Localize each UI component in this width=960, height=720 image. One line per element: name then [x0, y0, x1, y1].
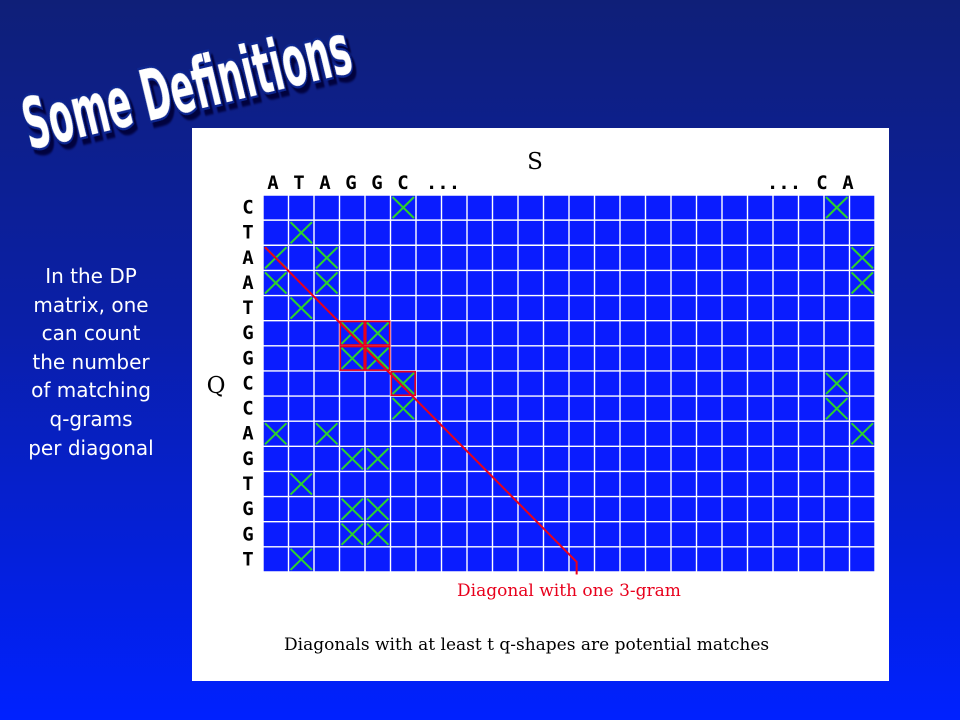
column-letter: C — [397, 172, 408, 194]
green-match-cell — [289, 296, 313, 320]
column-letter: G — [371, 172, 382, 194]
body-line: In the DP — [45, 264, 137, 288]
matrix-grid — [262, 194, 876, 573]
column-letter: C — [816, 172, 827, 194]
red-match-cell — [365, 345, 391, 371]
row-letter: T — [242, 222, 253, 244]
body-line: of matching — [31, 378, 151, 403]
row-letter: T — [242, 297, 253, 319]
row-letter: A — [242, 272, 254, 294]
diagonal-line — [264, 246, 578, 563]
row-letter: C — [242, 398, 253, 420]
slide-body-text: In the DP matrix, one can count the numb… — [6, 262, 176, 462]
bottom-caption: Diagonals with at least t q-shapes are p… — [284, 635, 769, 655]
green-match-cell — [289, 548, 313, 571]
red-match-cell — [339, 345, 366, 371]
column-letter: A — [267, 172, 279, 194]
row-letter: G — [242, 322, 253, 344]
green-match-cell — [366, 497, 390, 521]
green-match-cell — [315, 271, 339, 295]
body-line: q-grams — [49, 406, 133, 431]
green-match-cell — [391, 196, 415, 219]
green-match-cell — [366, 522, 390, 546]
green-match-cell — [850, 422, 874, 446]
red-match-cell — [339, 320, 366, 346]
column-letter: A — [319, 172, 331, 194]
diagonal-caption: Diagonal with one 3-gram — [457, 581, 681, 601]
green-match-cell — [264, 422, 288, 446]
body-line: matrix, one — [33, 292, 149, 317]
column-letters: A T A G G C...... C A — [267, 172, 854, 194]
row-letter: A — [242, 247, 254, 269]
body-line: per diagonal — [28, 435, 154, 460]
red-match-cell — [390, 370, 417, 397]
row-letter: G — [242, 523, 253, 545]
match-marks — [264, 196, 874, 575]
green-match-cell — [340, 497, 364, 521]
green-match-cell — [340, 522, 364, 546]
green-match-cell — [825, 196, 849, 219]
row-letter: G — [242, 448, 253, 470]
body-line: can count — [41, 321, 141, 346]
green-match-cell — [340, 447, 364, 471]
column-letter: T — [293, 172, 304, 194]
column-ellipsis: ... — [767, 172, 801, 194]
row-letter: T — [242, 473, 253, 495]
column-letter: G — [345, 172, 356, 194]
red-match-cell — [365, 320, 391, 346]
green-match-cell — [391, 397, 415, 420]
green-match-cell — [825, 372, 849, 395]
green-match-cell — [289, 472, 313, 496]
slide-title: Some Definitions — [0, 0, 400, 170]
column-ellipsis: ... — [426, 172, 460, 194]
row-letter: C — [242, 372, 253, 394]
green-match-cell — [850, 271, 874, 295]
row-letter: G — [242, 498, 253, 520]
green-match-cell — [366, 447, 390, 471]
row-letter: C — [242, 197, 253, 219]
body-line: the number — [32, 349, 150, 374]
row-letter: G — [242, 347, 253, 369]
green-match-cell — [315, 246, 339, 270]
s-axis-label: S — [527, 149, 543, 175]
row-letter: A — [242, 423, 254, 445]
q-axis-label: Q — [207, 373, 226, 399]
green-match-cell — [825, 397, 849, 420]
green-match-cell — [264, 271, 288, 295]
green-match-cell — [315, 422, 339, 446]
green-match-cell — [289, 221, 313, 244]
column-letter: A — [842, 172, 854, 194]
green-match-cell — [850, 246, 874, 270]
row-letter: T — [242, 548, 253, 570]
